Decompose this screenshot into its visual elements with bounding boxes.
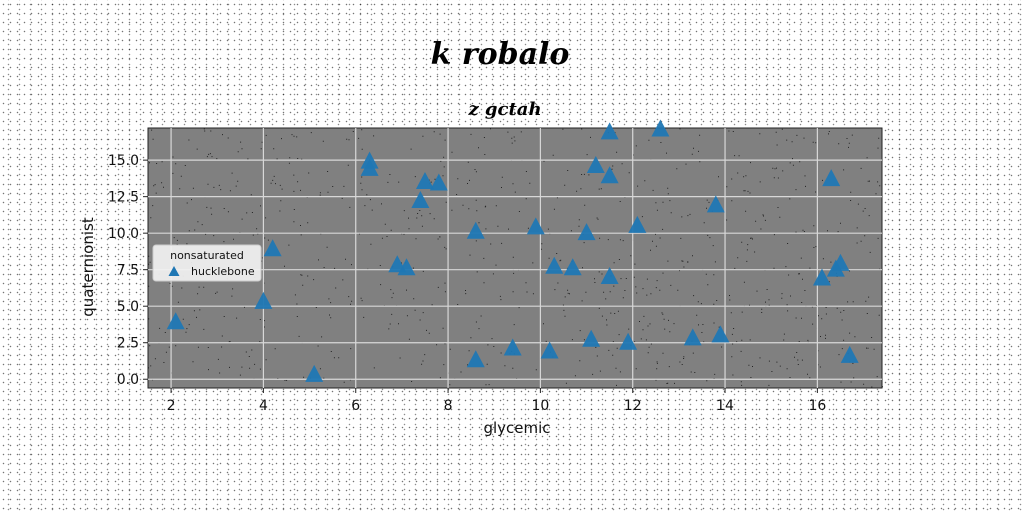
- data-point-triangle: [683, 328, 702, 346]
- data-point-triangle: [360, 158, 379, 176]
- x-tick-label: 6: [351, 398, 360, 414]
- data-point-triangle: [411, 191, 430, 209]
- data-point-triangle: [822, 169, 841, 187]
- data-point-triangle: [628, 215, 647, 233]
- x-tick-label: 8: [444, 398, 453, 414]
- data-point-triangle: [619, 332, 638, 350]
- y-tick-label: 0.0: [117, 372, 139, 388]
- x-tick-label: 16: [808, 398, 826, 414]
- data-point-triangle: [429, 173, 448, 191]
- legend-entry-label: hucklebone: [191, 265, 255, 278]
- chart-subtitle: z gctah: [467, 99, 541, 120]
- data-point-triangle: [812, 268, 831, 286]
- legend-box: [152, 244, 262, 282]
- legend-title: nonsaturated: [170, 249, 244, 262]
- data-point-triangle: [305, 364, 324, 382]
- x-tick-label: 10: [531, 398, 549, 414]
- data-point-triangle: [711, 325, 730, 343]
- data-point-triangle: [840, 345, 859, 363]
- data-point-triangle: [831, 253, 850, 271]
- data-point-triangle: [586, 155, 605, 173]
- data-point-triangle: [466, 221, 485, 239]
- x-tick-label: 4: [259, 398, 268, 414]
- y-tick-label: 12.5: [108, 190, 139, 206]
- y-tick-label: 2.5: [117, 336, 139, 352]
- y-axis-label: quaternionist: [79, 217, 97, 317]
- data-point-triangle: [600, 266, 619, 284]
- data-point-triangle: [577, 223, 596, 241]
- chart-title: k robalo: [431, 37, 570, 72]
- plot-area: 2 4 6 8 10 12 14 16 0.0 2.5 5.0 7.5 10.0 12.5 15.0: [108, 119, 883, 414]
- x-tick-label: 14: [716, 398, 734, 414]
- data-point-triangle: [600, 166, 619, 184]
- y-tick-label: 5.0: [117, 299, 139, 315]
- data-point-triangle: [582, 329, 601, 347]
- data-point-triangle: [600, 122, 619, 140]
- data-point-triangle: [651, 119, 670, 137]
- data-point-triangle: [415, 172, 434, 190]
- data-point-triangle: [166, 312, 185, 330]
- data-point-triangle: [503, 338, 522, 356]
- y-tick-label: 7.5: [117, 263, 139, 279]
- x-axis-label: glycemic: [483, 419, 550, 437]
- y-tick-label: 15.0: [108, 153, 139, 169]
- data-point-triangle: [706, 195, 725, 213]
- legend: nonsaturated hucklebone: [152, 244, 262, 282]
- data-point-triangle: [397, 258, 416, 276]
- legend-marker-triangle-icon: [168, 266, 180, 276]
- data-point-triangle: [526, 217, 545, 235]
- data-point-triangle: [263, 239, 282, 257]
- data-point-triangle: [563, 258, 582, 276]
- x-tick-label: 12: [624, 398, 642, 414]
- data-point-triangle: [466, 350, 485, 368]
- data-point-triangle: [540, 341, 559, 359]
- data-point-triangle: [254, 291, 273, 309]
- y-tick-label: 10.0: [108, 226, 139, 242]
- data-point-triangle: [545, 256, 564, 274]
- x-tick-label: 2: [167, 398, 176, 414]
